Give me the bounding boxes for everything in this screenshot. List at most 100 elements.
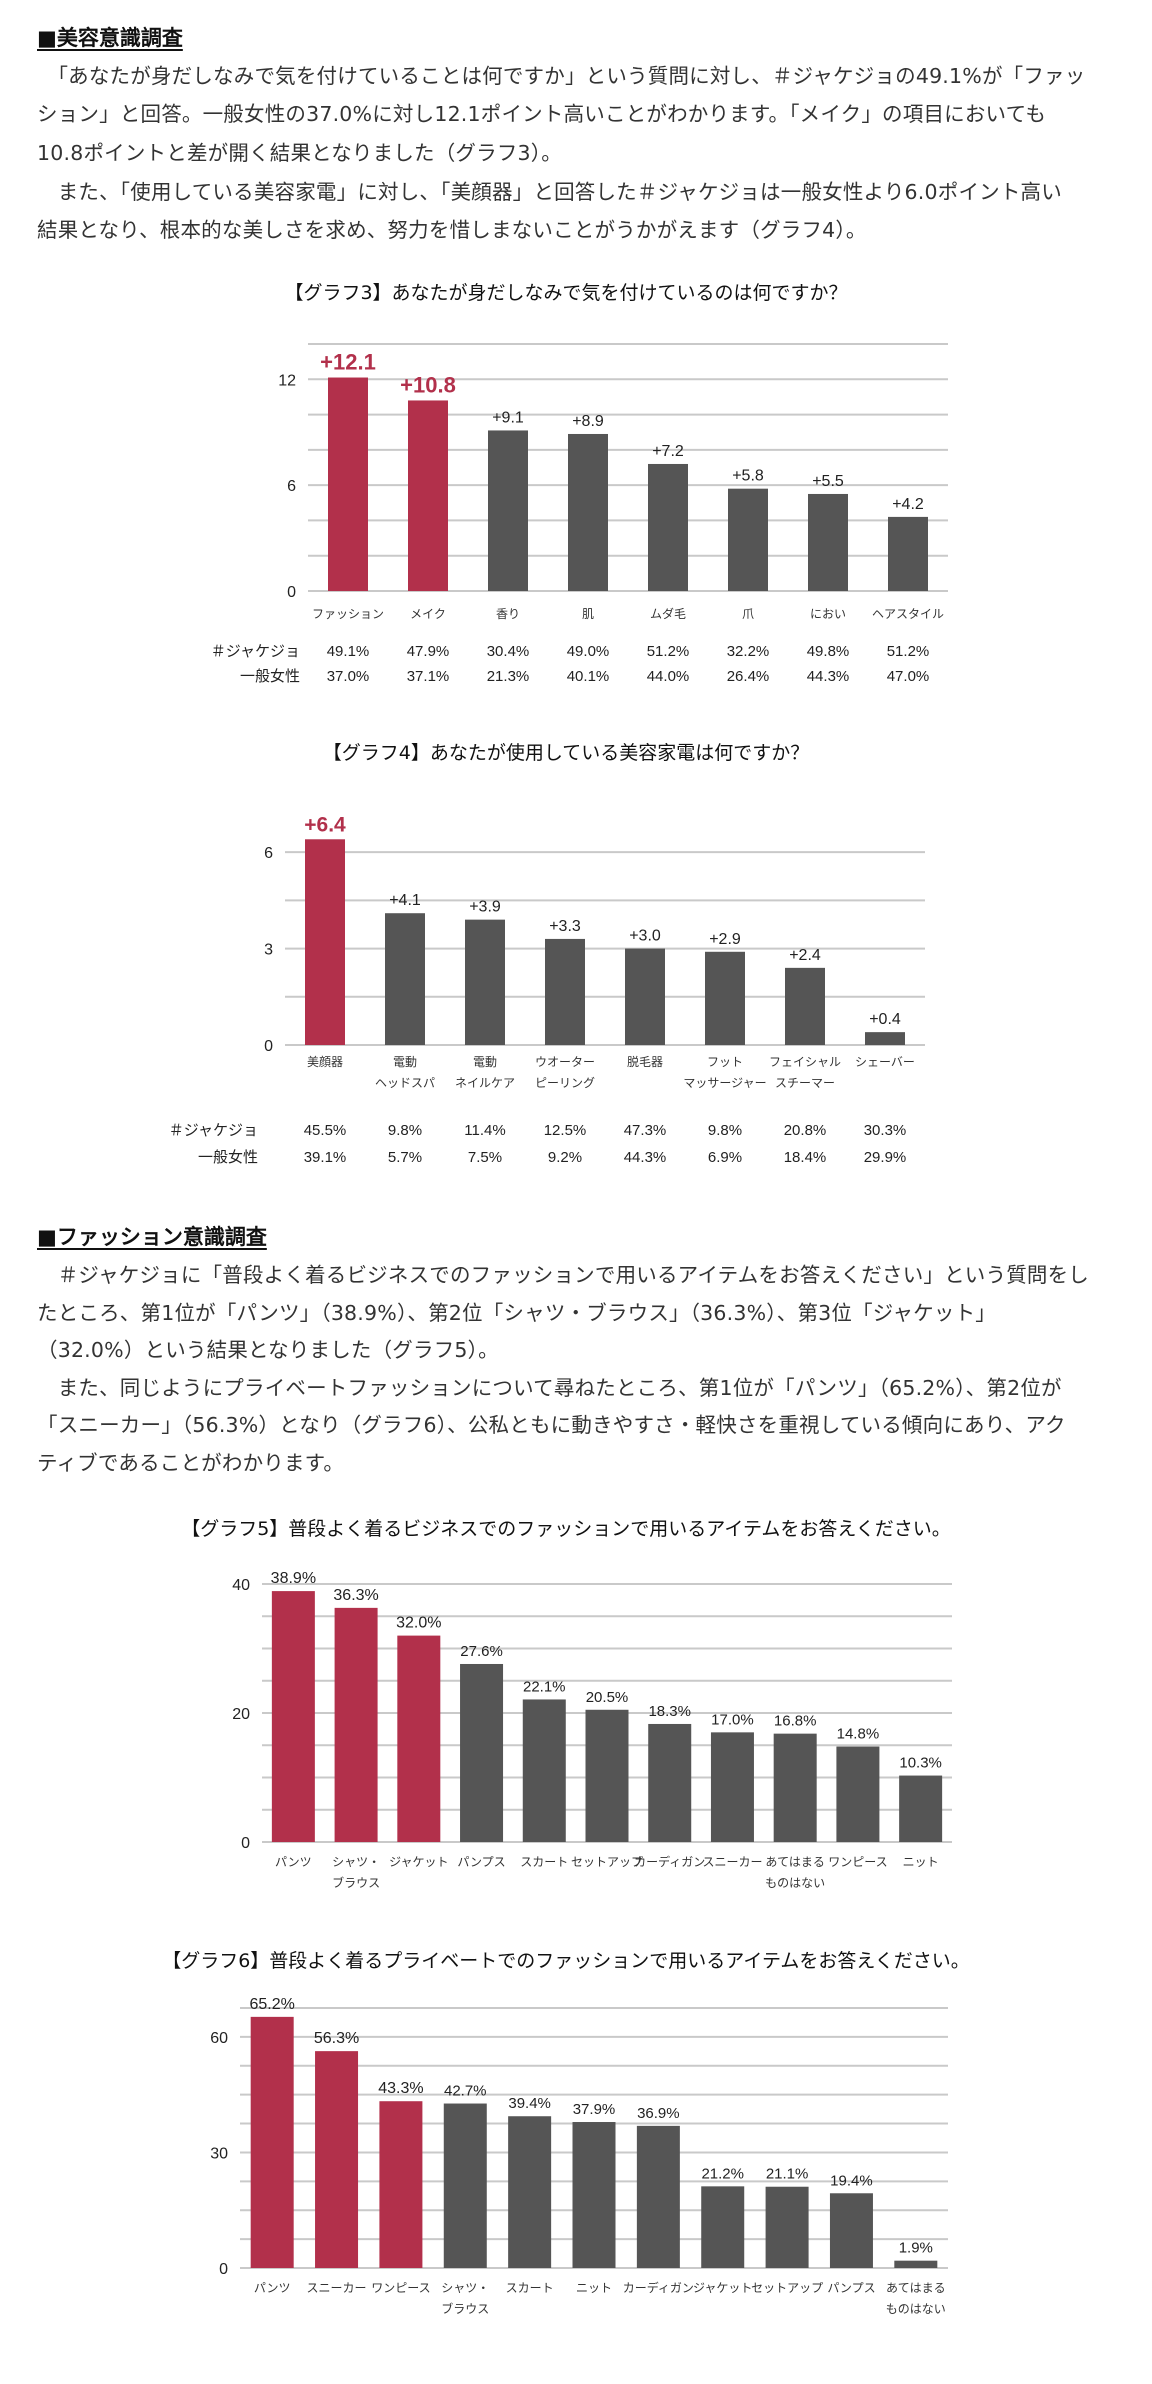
category-label: スニーカー xyxy=(307,2281,367,2295)
data-label: +5.5 xyxy=(812,473,844,490)
data-label: 1.9% xyxy=(899,2240,933,2257)
category-label: メイク xyxy=(410,607,446,621)
table-cell: 6.9% xyxy=(708,1149,742,1166)
table-cell: 12.5% xyxy=(544,1122,587,1139)
y-tick-label: 30 xyxy=(210,2145,228,2162)
bar xyxy=(568,433,608,591)
category-label: 爪 xyxy=(742,607,754,621)
paragraph-line: ティブであることがわかります。 xyxy=(37,1451,345,1475)
bar xyxy=(465,919,505,1045)
paragraph-line: ＃ジャケジョに「普段よく着るビジネスでのファッションで用いるアイテムをお答えくだ… xyxy=(37,1263,1090,1287)
bar xyxy=(773,1733,817,1842)
y-tick-label: 60 xyxy=(210,2030,228,2047)
data-label: +3.3 xyxy=(549,918,581,935)
bar xyxy=(899,1775,943,1842)
table-cell: 9.8% xyxy=(708,1122,742,1139)
table-cell: 47.9% xyxy=(407,643,450,660)
bar xyxy=(379,2101,423,2268)
bar xyxy=(508,2116,552,2268)
paragraph-line: 10.8ポイントと差が開く結果となりました（グラフ3）。 xyxy=(37,141,562,165)
chart-title-graph6: 【グラフ6】普段よく着るプライベートでのファッションで用いるアイテムをお答えくだ… xyxy=(162,1950,970,1972)
table-cell: 44.3% xyxy=(807,668,850,685)
category-label: スチーマー xyxy=(775,1076,835,1090)
bar xyxy=(545,938,585,1045)
data-label: 39.4% xyxy=(508,2095,551,2112)
bar xyxy=(765,2186,809,2268)
category-label: ワンピース xyxy=(371,2281,430,2295)
category-label: ウオーター xyxy=(535,1055,595,1069)
category-label: ニット xyxy=(903,1855,939,1869)
data-label: 17.0% xyxy=(711,1711,754,1728)
bar xyxy=(250,2016,294,2268)
data-label: +7.2 xyxy=(652,443,684,460)
bar xyxy=(443,2103,487,2268)
data-label: 16.8% xyxy=(774,1713,817,1730)
paragraph-line: 結果となり、根本的な美しさを求め、努力を惜しまないことがうかがえます（グラフ4）… xyxy=(37,218,867,242)
category-label: あてはまる xyxy=(765,1855,825,1869)
category-label: ジャケット xyxy=(693,2281,752,2295)
table-cell: 47.3% xyxy=(624,1122,667,1139)
data-label: +6.4 xyxy=(304,813,346,836)
bar xyxy=(836,1746,880,1842)
data-label: +2.9 xyxy=(709,931,741,948)
table-cell: 20.8% xyxy=(784,1122,827,1139)
data-label: 21.2% xyxy=(701,2165,744,2182)
category-label: ファッション xyxy=(312,607,384,621)
bar xyxy=(829,2193,873,2268)
table-cell: 49.1% xyxy=(327,643,370,660)
bar xyxy=(710,1732,754,1842)
bar xyxy=(385,913,425,1045)
category-label: 香り xyxy=(496,607,520,621)
table-cell: 37.1% xyxy=(407,668,450,685)
data-label: +4.2 xyxy=(892,496,924,513)
table-cell: 5.7% xyxy=(388,1149,422,1166)
category-label: パンプス xyxy=(457,1855,505,1869)
data-label: 21.1% xyxy=(766,2166,809,2183)
category-label: シャツ・ xyxy=(441,2281,489,2295)
paragraph-line: ション」と回答。一般女性の37.0%に対し12.1ポイント高いことがわかります。… xyxy=(37,102,1047,126)
data-label: +3.9 xyxy=(469,899,501,916)
data-label: 56.3% xyxy=(314,2030,359,2047)
category-label: カーディガン xyxy=(623,2280,694,2295)
bar xyxy=(334,1607,378,1842)
table-cell: 26.4% xyxy=(727,668,770,685)
category-label: スニーカー xyxy=(702,1855,762,1869)
y-tick-label: 40 xyxy=(232,1577,250,1594)
data-label: 36.9% xyxy=(637,2105,680,2122)
table-cell: 21.3% xyxy=(487,668,530,685)
table-cell: 18.4% xyxy=(784,1149,827,1166)
category-label: あてはまる xyxy=(886,2281,946,2295)
category-label: におい xyxy=(810,607,846,621)
paragraph-line: また、「使用している美容家電」に対し、「美顔器」と回答した＃ジャケジョは一般女性… xyxy=(37,180,1062,204)
y-tick-label: 0 xyxy=(241,1835,250,1852)
y-tick-label: 6 xyxy=(287,478,296,495)
table-cell: 44.0% xyxy=(647,668,690,685)
category-label: ヘアスタイル xyxy=(872,607,944,621)
category-label: ワンピース xyxy=(828,1855,887,1869)
category-label: ムダ毛 xyxy=(650,606,686,621)
data-label: 36.3% xyxy=(333,1587,378,1604)
y-tick-label: 20 xyxy=(232,1706,250,1723)
y-tick-label: 12 xyxy=(278,372,296,389)
category-label: ブラウス xyxy=(441,2301,489,2316)
data-label: 38.9% xyxy=(271,1570,316,1587)
bar xyxy=(572,2122,616,2268)
data-label: 42.7% xyxy=(444,2083,487,2100)
table-cell: 51.2% xyxy=(887,643,930,660)
table-cell: 32.2% xyxy=(727,643,770,660)
category-label: ものはない xyxy=(765,1876,825,1890)
paragraph-line: （32.0%）という結果となりました（グラフ5）。 xyxy=(37,1338,499,1362)
data-label: +3.0 xyxy=(629,928,661,945)
bar xyxy=(305,839,345,1045)
category-label: パンツ xyxy=(254,2281,291,2295)
data-label: +2.4 xyxy=(789,947,821,964)
data-label: +8.9 xyxy=(572,413,604,430)
bar xyxy=(488,430,528,591)
category-label: 美顔器 xyxy=(307,1054,343,1069)
table-cell: 29.9% xyxy=(864,1149,907,1166)
category-label: 脱毛器 xyxy=(627,1054,663,1069)
table-cell: 30.4% xyxy=(487,643,530,660)
paragraph-line: また、同じようにプライベートファッションについて尋ねたところ、第1位が「パンツ」… xyxy=(37,1376,1062,1400)
table-cell: 51.2% xyxy=(647,643,690,660)
y-tick-label: 0 xyxy=(219,2261,228,2278)
